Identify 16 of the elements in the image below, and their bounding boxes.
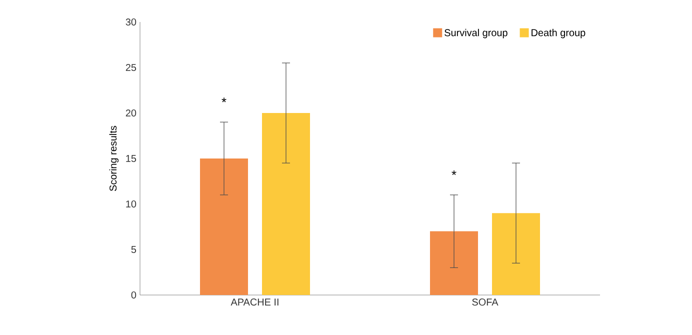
y-tick-label: 20 [126,109,136,117]
y-tick-label: 5 [131,246,136,253]
bar [200,158,248,295]
annotation: * [222,98,226,102]
bar [262,113,310,295]
legend-label: Survival group [444,28,508,38]
y-tick-label: 25 [126,64,136,72]
y-tick-label: 15 [126,155,136,162]
y-tick-label: 30 [126,18,136,26]
x-tick-label: APACHE II [230,298,278,306]
legend-label: Death group [532,28,586,38]
y-axis-title: Scoring results [109,126,119,191]
annotation: * [452,170,456,176]
x-tick-label: SOFA [472,298,498,306]
y-tick-label: 0 [131,291,136,299]
y-tick-label: 10 [126,200,136,208]
